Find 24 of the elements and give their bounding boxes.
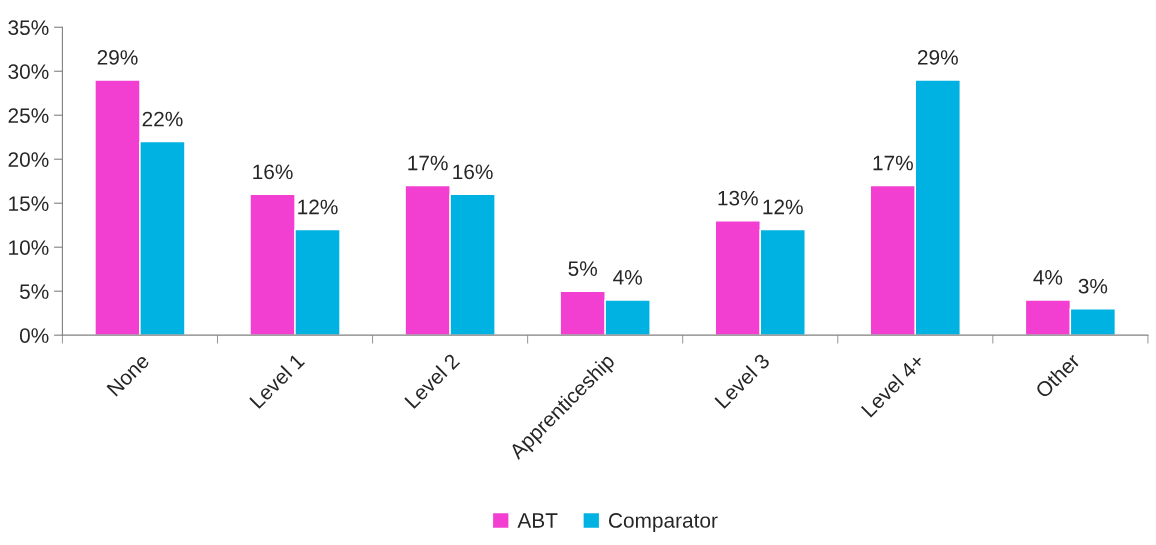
legend-label: Comparator: [608, 513, 718, 532]
legend-label: ABT: [517, 513, 558, 528]
y-tick-label: 20%: [8, 152, 49, 167]
y-tick-label: 5%: [19, 284, 49, 299]
data-label: 16%: [453, 164, 493, 180]
data-label: 5%: [568, 261, 597, 276]
y-tick-label: 35%: [8, 20, 49, 35]
y-tick-label: 25%: [8, 108, 49, 123]
data-label: 17%: [408, 155, 448, 171]
data-label: 16%: [253, 164, 293, 180]
data-label: 17%: [873, 155, 913, 171]
data-label: 29%: [917, 50, 958, 65]
data-label: 4%: [1033, 270, 1063, 285]
data-label: 4%: [613, 270, 642, 285]
y-tick-label: 30%: [8, 64, 49, 79]
data-label: 22%: [142, 111, 183, 127]
data-label: 12%: [298, 199, 338, 215]
y-tick-label: 10%: [9, 240, 49, 255]
y-tick-label: 15%: [9, 196, 49, 211]
y-tick-label: 0%: [19, 328, 49, 343]
data-label: 3%: [1078, 278, 1108, 294]
data-label: 13%: [718, 190, 758, 206]
data-label: 12%: [763, 199, 803, 215]
data-label: 29%: [97, 50, 138, 65]
